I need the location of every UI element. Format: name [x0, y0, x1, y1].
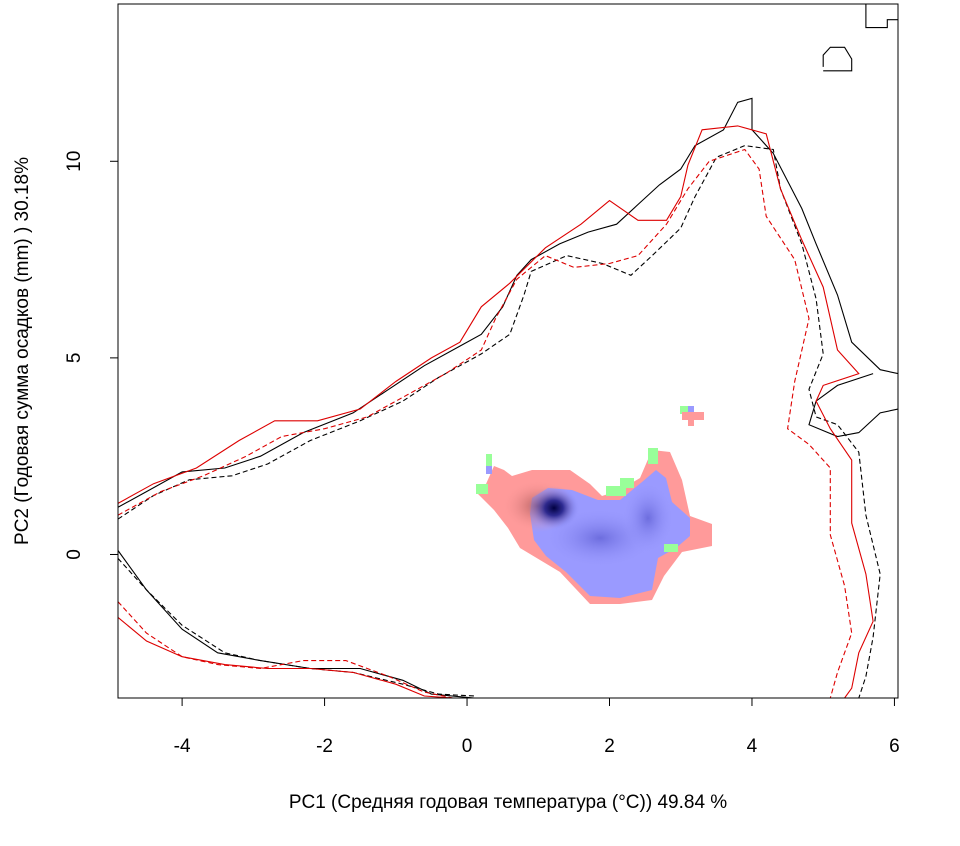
contour-line-black-solid-0 [118, 97, 898, 508]
contour-line-black-solid-3 [822, 46, 853, 72]
contour-line-black-solid-4 [865, 4, 898, 29]
contour-line-black-dashed-6 [118, 558, 475, 697]
contour-line-red-dashed-10 [118, 601, 453, 698]
x-axis-label: PC1 (Средняя годовая температура (°C)) 4… [289, 792, 727, 813]
x-tick-label: -4 [174, 736, 191, 757]
plot-frame [117, 3, 899, 699]
x-tick-label: 2 [604, 736, 615, 757]
contour-layer [118, 4, 898, 698]
contour-line-black-dashed-5 [118, 145, 881, 698]
overlap-green-cell [620, 478, 634, 488]
overlap-green-cell [606, 486, 626, 496]
overlap-green-cell [486, 454, 492, 466]
density-red-cell [688, 418, 694, 426]
y-axis-label: PC2 (Годовая сумма осадков (mm) ) 30.18% [12, 157, 33, 545]
contour-line-red-solid-8 [118, 616, 453, 698]
overlap-green-cell [664, 544, 678, 552]
y-tick-label: 0 [64, 549, 85, 560]
density-blue-cell [688, 406, 694, 414]
contour-line-red-solid-7 [118, 125, 874, 698]
plot-area [118, 4, 898, 698]
overlap-green-cell [648, 448, 658, 464]
density-blue-shading-2 [622, 482, 674, 554]
contour-line-black-solid-2 [808, 373, 898, 438]
x-tick-label: 4 [747, 736, 758, 757]
density-peak [528, 486, 580, 530]
y-tick-label: 10 [64, 151, 85, 172]
contour-line-red-dashed-9 [118, 148, 853, 698]
x-tick-label: 0 [462, 736, 473, 757]
x-tick-label: 6 [889, 736, 900, 757]
contour-line-black-solid-1 [118, 550, 475, 698]
overlap-green-cell [476, 484, 488, 494]
density-red-cell [682, 412, 704, 420]
density-blue-cell [486, 466, 492, 474]
y-axis: 0 5 10 [64, 151, 118, 560]
x-tick-label: -2 [316, 736, 333, 757]
x-axis: -4 -2 0 2 4 6 [174, 698, 900, 757]
overlap-green-cell [680, 406, 688, 414]
y-tick-label: 5 [64, 353, 85, 364]
density-overlap-layer [476, 406, 712, 604]
